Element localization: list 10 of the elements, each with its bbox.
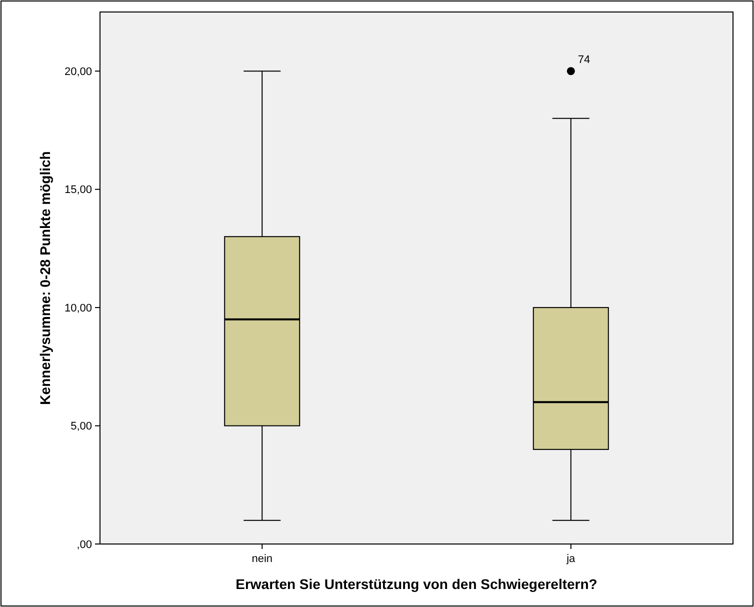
y-axis-title: Kennerlysumme: 0-28 Punkte möglich <box>37 151 53 405</box>
y-tick-label: 20,00 <box>64 66 92 78</box>
y-tick-label: 10,00 <box>64 302 92 314</box>
x-tick-label: nein <box>252 553 273 565</box>
y-tick-label: 15,00 <box>64 184 92 196</box>
y-tick-label: 5,00 <box>70 420 92 433</box>
annotation: 74 <box>578 54 590 66</box>
x-axis-title: Erwarten Sie Unterstützung von den Schwiegereltern? <box>236 576 598 592</box>
x-tick-label: ja <box>566 553 576 565</box>
y-tick-label: ,00 <box>76 538 92 551</box>
